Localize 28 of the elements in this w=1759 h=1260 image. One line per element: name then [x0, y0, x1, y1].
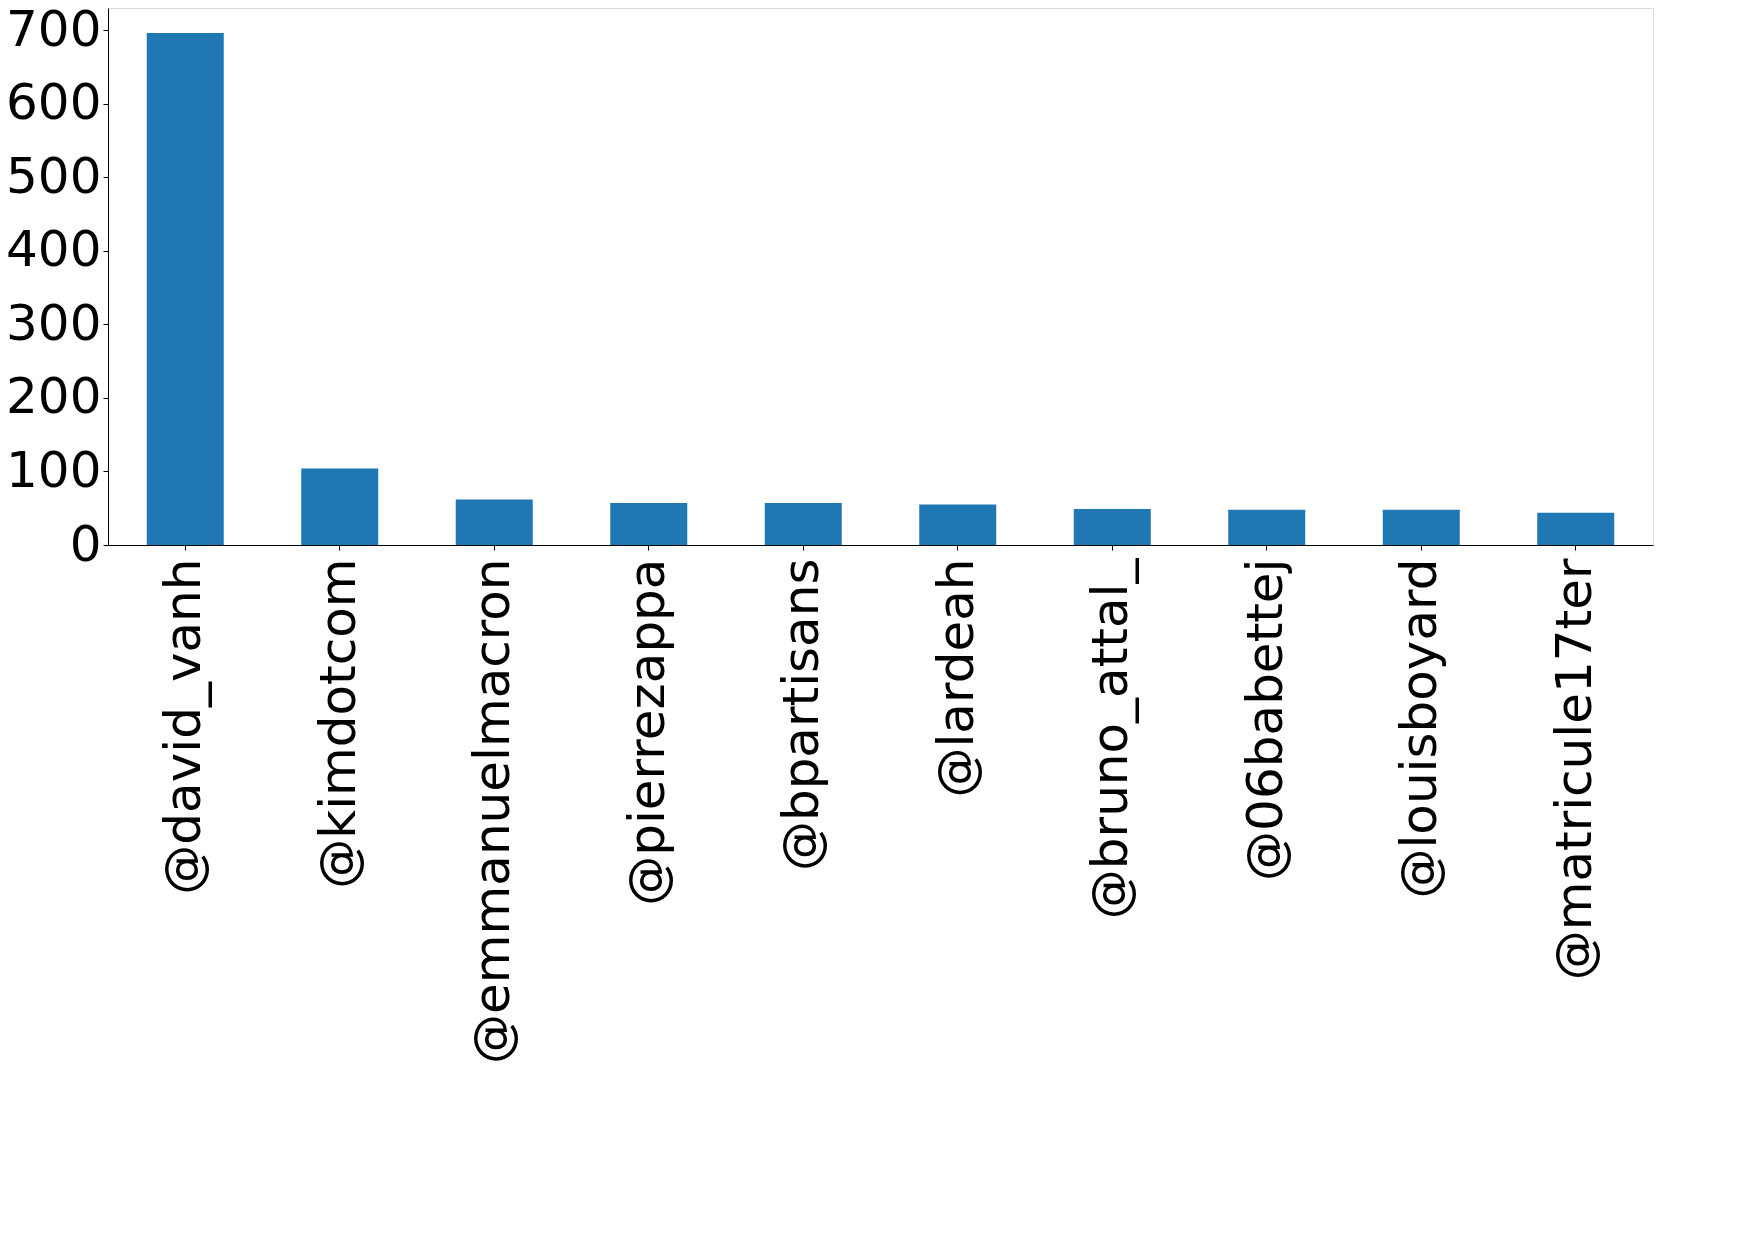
bar: [1537, 512, 1615, 545]
bar: [1073, 508, 1151, 545]
bar: [1382, 509, 1460, 545]
bar: [301, 468, 379, 545]
bar: [1228, 509, 1306, 545]
x-tick-label: @bruno_attal_: [1081, 557, 1140, 920]
bar: [764, 503, 842, 545]
x-tick-label: @lardeah: [926, 558, 985, 798]
x-tick-label: @06babettej: [1235, 558, 1294, 881]
x-tick-label: @pierrezappa: [617, 558, 676, 906]
bar: [455, 499, 533, 545]
y-tick-label: 100: [6, 440, 102, 499]
y-tick-label: 500: [6, 146, 102, 205]
bar: [146, 33, 224, 545]
x-tick-label: @bpartisans: [772, 558, 831, 872]
bar: [610, 503, 688, 545]
x-tick-label: @louisboyard: [1390, 558, 1449, 899]
y-tick-label: 400: [6, 220, 102, 279]
x-tick-label: @david_vanh: [154, 558, 213, 895]
y-tick-label: 600: [6, 73, 102, 132]
y-tick-label: 200: [6, 367, 102, 426]
x-tick-label: @emmanuelmacron: [463, 558, 522, 1064]
bar: [919, 504, 997, 545]
y-tick-label: 0: [69, 514, 102, 573]
y-tick-label: 300: [6, 293, 102, 352]
x-tick-label: @matricule17ter: [1544, 558, 1603, 981]
x-tick-label: @kimdotcom: [308, 558, 367, 889]
y-tick-label: 700: [6, 0, 102, 58]
